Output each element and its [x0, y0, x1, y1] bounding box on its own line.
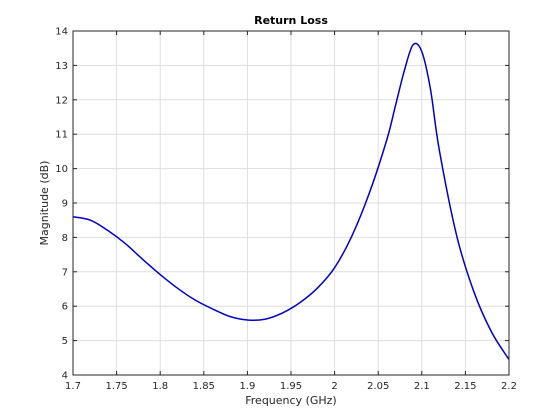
x-tick-label: 1.95 [280, 381, 302, 392]
x-tick-label: 1.85 [193, 381, 215, 392]
series-layer [72, 42, 510, 360]
x-tick-label: 2.1 [414, 381, 430, 392]
y-tick-label: 12 [55, 95, 68, 106]
y-tick-label: 13 [55, 61, 68, 72]
y-tick-label: 14 [55, 27, 68, 38]
y-tick-label: 5 [62, 336, 68, 347]
y-tick-label: 4 [62, 371, 68, 382]
series-line [72, 42, 510, 360]
x-tick-label: 2.2 [501, 381, 517, 392]
x-axis-label: Frequency (GHz) [245, 394, 336, 407]
x-tick-label: 1.8 [152, 381, 168, 392]
y-tick-label: 11 [55, 130, 68, 141]
x-tick-label: 1.7 [65, 381, 81, 392]
tick-marks [72, 30, 510, 376]
x-tick-label: 2.05 [367, 381, 389, 392]
y-tick-labels: 4 5 6 7 8 9 10 11 12 13 14 [55, 27, 68, 382]
chart-title: Return Loss [254, 14, 328, 27]
x-tick-label: 1.75 [105, 381, 127, 392]
x-tick-labels: 1.7 1.75 1.8 1.85 1.9 1.95 2 2.05 2.1 2.15 2.2 [65, 381, 517, 392]
x-tick-label: 1.9 [239, 381, 255, 392]
x-tick-label: 2.15 [454, 381, 476, 392]
y-tick-label: 9 [62, 199, 68, 210]
x-tick-label: 2 [331, 381, 337, 392]
y-tick-label: 6 [62, 302, 68, 313]
y-tick-label: 8 [62, 233, 68, 244]
y-tick-label: 10 [55, 164, 68, 175]
y-tick-label: 7 [62, 267, 68, 278]
y-axis-label: Magnitude (dB) [38, 161, 51, 246]
